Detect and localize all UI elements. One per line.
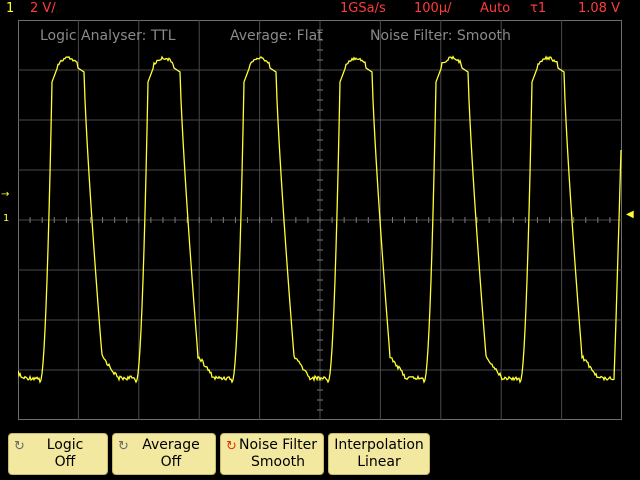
noise-filter-label: Noise Filter: Smooth xyxy=(370,28,511,44)
rotate-knob-icon: ↻ xyxy=(226,439,237,454)
vertical-scale: 2 V/ xyxy=(30,1,56,16)
average-label: Average: Flat xyxy=(230,28,323,44)
ground-marker-icon: → xyxy=(1,189,10,200)
softkey-title: Logic xyxy=(46,437,84,453)
softkey-value: Off xyxy=(160,454,182,470)
noise-filter-softkey[interactable]: ↻ Noise Filter Smooth xyxy=(220,433,324,475)
softkey-title: Noise Filter xyxy=(239,437,317,453)
logic-softkey[interactable]: ↻ Logic Off xyxy=(8,433,108,475)
softkey-title: Average xyxy=(142,437,200,453)
softkey-value: Smooth xyxy=(250,454,306,470)
logic-analyser-label: Logic Analyser: TTL xyxy=(40,28,176,44)
rotate-knob-icon: ↻ xyxy=(118,439,129,454)
status-bar: 1 2 V/ 1GSa/s 100µ/ Auto τ1 1.08 V xyxy=(0,0,640,18)
channel-marker: 1 xyxy=(3,213,10,224)
timebase: 100µ/ xyxy=(414,1,452,16)
interpolation-softkey[interactable]: Interpolation Linear xyxy=(328,433,430,475)
trigger-level-marker-icon: ◀ xyxy=(626,209,634,220)
channel-1-trace xyxy=(18,55,622,384)
graticule xyxy=(18,20,622,420)
waveform-display[interactable] xyxy=(18,20,622,420)
softkey-value: Off xyxy=(54,454,76,470)
trigger-mode: Auto xyxy=(480,1,511,16)
softkey-title: Interpolation xyxy=(334,437,424,453)
channel-number: 1 xyxy=(6,1,15,16)
sample-rate: 1GSa/s xyxy=(340,1,386,16)
softkey-value: Linear xyxy=(357,454,401,470)
average-softkey[interactable]: ↻ Average Off xyxy=(112,433,216,475)
rotate-knob-icon: ↻ xyxy=(14,439,25,454)
trigger-level: 1.08 V xyxy=(578,1,620,16)
trigger-source: τ1 xyxy=(530,1,547,16)
